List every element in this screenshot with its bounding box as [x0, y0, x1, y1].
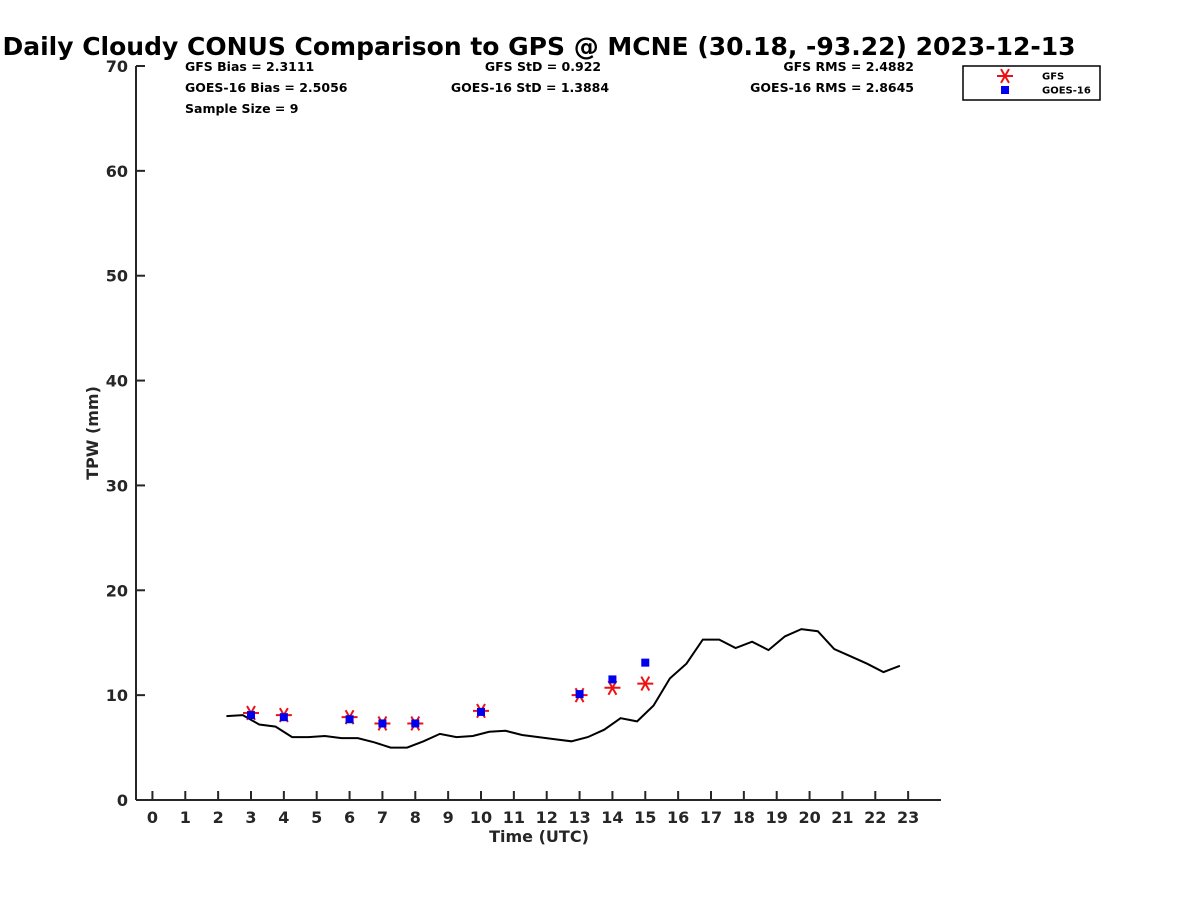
x-tick-label: 4: [278, 808, 289, 827]
axes: [135, 66, 941, 801]
x-tick-label: 12: [536, 808, 558, 827]
legend-box: [962, 65, 1101, 101]
x-tick-label: 1: [180, 808, 191, 827]
y-tick-label: 10: [106, 686, 128, 705]
stat-gfs-rms: GFS RMS = 2.4882: [783, 59, 914, 74]
x-tick-label: 11: [503, 808, 525, 827]
stat-goes-rms: GOES-16 RMS = 2.8645: [750, 80, 914, 95]
stat-goes-bias: GOES-16 Bias = 2.5056: [185, 80, 348, 95]
x-tick-label: 21: [831, 808, 853, 827]
x-tick-label: 6: [344, 808, 355, 827]
legend-label: GOES-16: [1042, 86, 1091, 97]
x-axis-label: Time (UTC): [489, 827, 589, 846]
x-tick-label: 19: [766, 808, 788, 827]
x-tick-label: 9: [443, 808, 454, 827]
x-tick-label: 8: [410, 808, 421, 827]
x-tick-label: 23: [897, 808, 919, 827]
x-tick-label: 15: [634, 808, 656, 827]
x-tick-label: 0: [147, 808, 158, 827]
chart-title: Daily Cloudy CONUS Comparison to GPS @ M…: [2, 32, 1075, 61]
x-tick-label: 16: [667, 808, 689, 827]
x-tick-label: 20: [798, 808, 820, 827]
x-tick-label: 5: [311, 808, 322, 827]
goes-point: [575, 690, 584, 699]
y-axis-label: TPW (mm): [83, 386, 102, 480]
x-tick-label: 22: [864, 808, 886, 827]
x-tick-label: 14: [601, 808, 623, 827]
legend-goes-marker: [1001, 86, 1009, 94]
x-tick-label: 13: [568, 808, 590, 827]
y-tick-label: 30: [106, 476, 128, 495]
goes-point: [345, 715, 354, 724]
x-tick-label: 3: [245, 808, 256, 827]
x-tick-label: 10: [470, 808, 492, 827]
y-tick-label: 50: [106, 267, 128, 286]
x-tick-label: 17: [700, 808, 722, 827]
y-tick-label: 70: [106, 57, 128, 76]
series-line: [226, 628, 901, 749]
x-tick-label: 7: [377, 808, 388, 827]
legend-gfs-marker: [997, 68, 1013, 84]
stat-sample-size: Sample Size = 9: [185, 101, 298, 116]
x-tick-label: 2: [213, 808, 224, 827]
goes-point: [411, 719, 420, 728]
goes-point: [477, 707, 485, 716]
goes-point: [279, 713, 288, 722]
goes-point: [641, 658, 650, 667]
y-tick-label: 40: [106, 372, 128, 391]
y-tick-label: 20: [106, 581, 128, 600]
stat-gfs-std: GFS StD = 0.922: [485, 59, 601, 74]
y-tick-label: 0: [117, 791, 128, 810]
gfs-point: [637, 676, 654, 692]
goes-point: [378, 719, 387, 728]
goes-point: [247, 711, 255, 720]
y-tick-label: 60: [106, 162, 128, 181]
x-tick-label: 18: [733, 808, 755, 827]
stat-goes-std: GOES-16 StD = 1.3884: [451, 80, 609, 95]
stat-gfs-bias: GFS Bias = 2.3111: [185, 59, 314, 74]
legend-label: GFS: [1042, 72, 1064, 83]
plot-area: [226, 628, 901, 749]
legend: GFS GOES-16: [962, 65, 1101, 101]
goes-point: [608, 675, 617, 684]
